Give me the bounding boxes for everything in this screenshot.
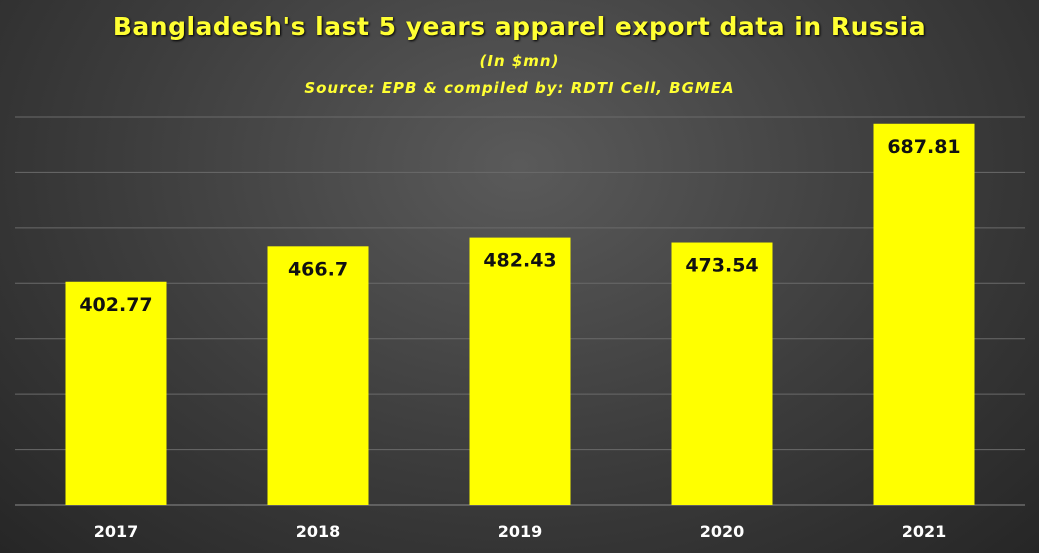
- bar-2020: [671, 242, 773, 505]
- data-label-2018: 466.7: [288, 258, 348, 280]
- x-tick-label-2021: 2021: [902, 522, 947, 541]
- data-label-2019: 482.43: [483, 250, 556, 272]
- data-label-2021: 687.81: [887, 136, 960, 158]
- chart-title: Bangladesh's last 5 years apparel export…: [112, 12, 927, 41]
- x-tick-label-2018: 2018: [296, 522, 341, 541]
- data-label-2017: 402.77: [79, 294, 152, 316]
- x-tick-label-2020: 2020: [700, 522, 745, 541]
- chart-subtitle: (In $mn): [479, 52, 560, 70]
- bar-2018: [267, 246, 369, 505]
- data-label-2020: 473.54: [685, 255, 758, 277]
- bar-2021: [873, 123, 975, 505]
- bar-2019: [469, 237, 571, 505]
- x-tick-label-2017: 2017: [94, 522, 139, 541]
- bar-2017: [65, 281, 167, 505]
- x-tick-label-2019: 2019: [498, 522, 543, 541]
- chart-source: Source: EPB & compiled by: RDTI Cell, BG…: [304, 79, 735, 97]
